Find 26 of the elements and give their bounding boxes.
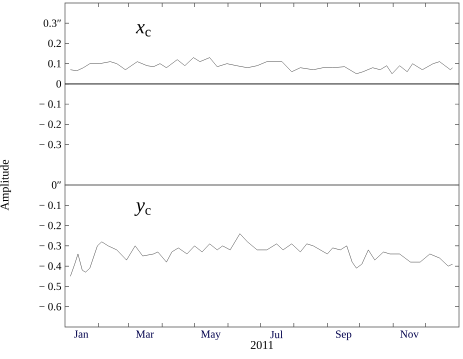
x-tick-label: May — [200, 330, 221, 340]
x-tick-label: Mar — [136, 330, 154, 338]
line-series — [70, 233, 453, 277]
y-tick-label: − 0.4 — [39, 262, 62, 270]
y-tick-label: − 0.6 — [39, 303, 62, 310]
x-tick-label: Jul — [270, 330, 283, 338]
y-tick-label: − 0.2 — [39, 120, 61, 128]
y-axis-title: Amplitude — [0, 160, 12, 210]
y-tick-label: − 0.5 — [39, 282, 62, 290]
y-tick-label: 0.3″ — [44, 20, 61, 27]
annotation: x$_{c}$ — [136, 24, 151, 36]
x-axis-title: 2011 — [250, 340, 274, 350]
y-tick-label: − 0.1 — [39, 100, 61, 108]
x-tick-label: Sep — [336, 330, 352, 340]
y-tick-label: 0.1 — [48, 60, 61, 68]
y-tick-label: − 0.3 — [39, 242, 62, 250]
y-tick-label: 0 — [56, 80, 62, 88]
y-tick-label: 0″ — [52, 181, 61, 189]
y-tick-label: 0.2 — [48, 40, 61, 48]
x-tick-label: Jan — [74, 330, 88, 338]
y-tick-label: − 0.3 — [39, 140, 62, 148]
y-tick-label: − 0.1 — [39, 202, 61, 210]
line-series — [70, 57, 453, 74]
annotation: y$_{c}$ — [134, 202, 151, 216]
x-tick-label: Nov — [400, 330, 419, 338]
y-tick-label: − 0.2 — [39, 222, 61, 230]
